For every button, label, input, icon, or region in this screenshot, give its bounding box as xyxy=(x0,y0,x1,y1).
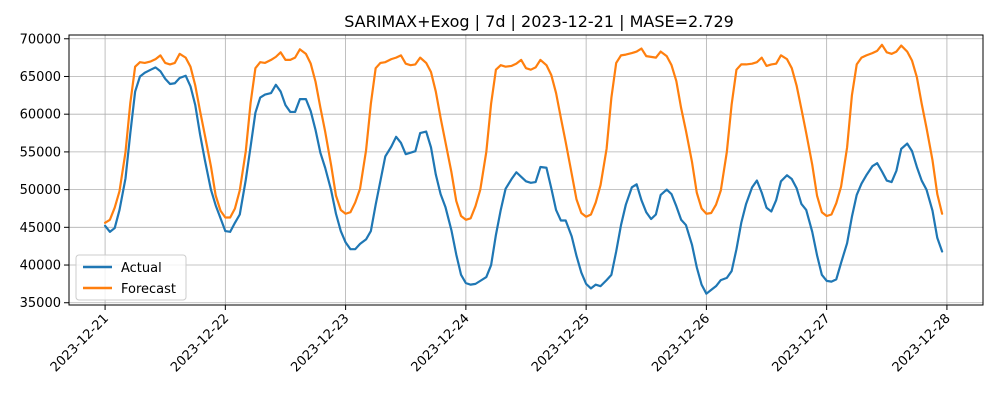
legend-label-actual: Actual xyxy=(121,261,162,276)
y-tick-label: 35000 xyxy=(20,296,61,311)
chart-title: SARIMAX+Exog | 7d | 2023-12-21 | MASE=2.… xyxy=(344,12,734,31)
y-tick-label: 65000 xyxy=(20,70,61,85)
legend-label-forecast: Forecast xyxy=(121,282,176,297)
series-line-actual xyxy=(103,66,944,295)
y-tick-label: 50000 xyxy=(20,183,61,198)
plot-frame xyxy=(68,34,984,306)
series-line-forecast xyxy=(103,43,944,224)
series-lines xyxy=(103,43,944,295)
y-tick-label: 40000 xyxy=(20,259,61,274)
y-tick-label: 55000 xyxy=(20,145,61,160)
y-tick-label: 60000 xyxy=(20,108,61,123)
y-tick-label: 45000 xyxy=(20,221,61,236)
y-tick-label: 70000 xyxy=(20,32,61,47)
legend: Actual Forecast xyxy=(75,254,187,301)
grid xyxy=(69,35,983,305)
